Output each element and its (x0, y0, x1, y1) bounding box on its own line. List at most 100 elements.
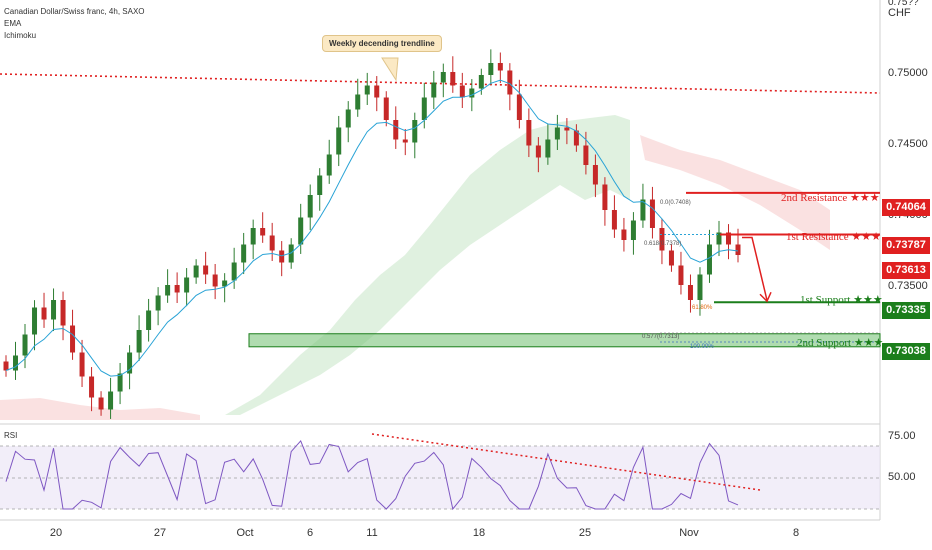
candle-body (60, 300, 66, 326)
r1-label: 1st Resistance ★★★ (786, 231, 881, 243)
candle-body (155, 295, 161, 311)
candle-body (497, 63, 503, 71)
r2-price-tag: 0.74064 (882, 199, 930, 216)
candle-body (212, 274, 218, 287)
rsi-trendline (371, 433, 761, 491)
price-tick-3: 0.73500 (888, 280, 928, 292)
candle-body (535, 145, 541, 158)
candle-body (402, 139, 408, 143)
candle-body (678, 265, 684, 285)
fib-100-label: 100.00% (690, 344, 714, 350)
s2-zone (248, 333, 881, 348)
candle-body (735, 244, 741, 255)
s2-label: 2nd Support ★★★ (797, 337, 884, 349)
candle-body (459, 85, 465, 98)
candle-body (117, 373, 123, 392)
candle-body (725, 232, 731, 245)
candle-body (326, 154, 332, 176)
candle-body (108, 391, 114, 410)
indicator-ema: EMA (4, 19, 22, 28)
trendline-callout: Weekly decending trendline (322, 35, 442, 52)
s1-price-tag: 0.73335 (882, 302, 930, 319)
candle-body (393, 120, 399, 140)
candle-body (241, 244, 247, 263)
candle-body (488, 63, 494, 75)
s2-price-tag: 0.73038 (882, 343, 930, 360)
rsi-tick-50: 50.00 (888, 471, 916, 483)
candle-body (174, 285, 180, 293)
candle-body (231, 262, 237, 281)
projection-arrowhead (759, 291, 772, 303)
candle-body (697, 274, 703, 300)
candle-body (51, 300, 57, 320)
fib-577-label: 0.577(0.7313) (642, 334, 680, 340)
candle-body (260, 228, 266, 236)
candle-body (127, 352, 133, 374)
candle-body (421, 97, 427, 120)
candle-body (89, 376, 95, 398)
fib-0-label: 0.0(0.7408) (660, 200, 691, 206)
fib-618-pct-label: 61.80% (692, 305, 713, 311)
candle-body (545, 139, 551, 158)
candle-body (298, 217, 304, 245)
x-tick-20: 20 (49, 527, 63, 539)
candle-body (649, 199, 655, 228)
candle-body (564, 127, 570, 131)
candle-body (526, 120, 532, 146)
candle-body (592, 165, 598, 185)
x-tick-nov: Nov (679, 527, 699, 539)
price-tick-1: 0.74500 (888, 138, 928, 150)
x-tick-11: 11 (366, 527, 378, 539)
candle-body (573, 130, 579, 146)
candle-body (336, 127, 342, 155)
price-tick-partial: 0.75?? (888, 0, 919, 8)
candle-body (22, 334, 28, 356)
rsi-line (5, 439, 739, 511)
candle-body (630, 220, 636, 240)
r1-price-tag: 0.73787 (882, 237, 930, 254)
candle-body (364, 85, 370, 95)
rsi-label: RSI (4, 431, 18, 440)
currency-label: CHF (888, 7, 911, 19)
candle-body (317, 175, 323, 195)
x-tick-18: 18 (472, 527, 486, 539)
candle-body (79, 352, 85, 377)
x-tick-6: 6 (306, 527, 314, 539)
candle-body (383, 97, 389, 120)
rsi-tick-75: 75.00 (888, 430, 916, 442)
candle-body (307, 195, 313, 218)
candle-body (345, 109, 351, 128)
candle-body (507, 70, 513, 95)
candle-body (412, 120, 418, 143)
candle-body (3, 361, 9, 371)
candle-body (288, 244, 294, 263)
candle-body (516, 94, 522, 120)
fib-618-label: 0.618(0.7378) (644, 241, 682, 247)
candle-body (203, 265, 209, 275)
candle-body (193, 265, 199, 278)
x-tick-25: 25 (578, 527, 592, 539)
rsi-band (0, 446, 880, 509)
s1-label: 1st Support ★★★ (800, 294, 883, 306)
candle-body (250, 228, 256, 245)
candle-body (640, 199, 646, 221)
candle-body (41, 307, 47, 320)
candle-body (269, 235, 275, 251)
x-tick-27: 27 (153, 527, 167, 539)
candle-body (469, 88, 475, 98)
r2-label: 2nd Resistance ★★★ (781, 192, 880, 204)
candle-body (583, 145, 589, 165)
candle-body (374, 85, 380, 98)
candle-body (13, 355, 19, 371)
candle-body (450, 72, 456, 86)
candle-body (659, 228, 665, 251)
candle-body (621, 229, 627, 240)
x-tick-oct: Oct (236, 527, 254, 539)
candle-body (602, 184, 608, 210)
candle-body (716, 232, 722, 245)
candle-body (687, 285, 693, 300)
x-tick-8: 8 (792, 527, 800, 539)
chart-title: Canadian Dollar/Swiss franc, 4h, SAXO (4, 7, 145, 16)
candle-body (431, 82, 437, 98)
